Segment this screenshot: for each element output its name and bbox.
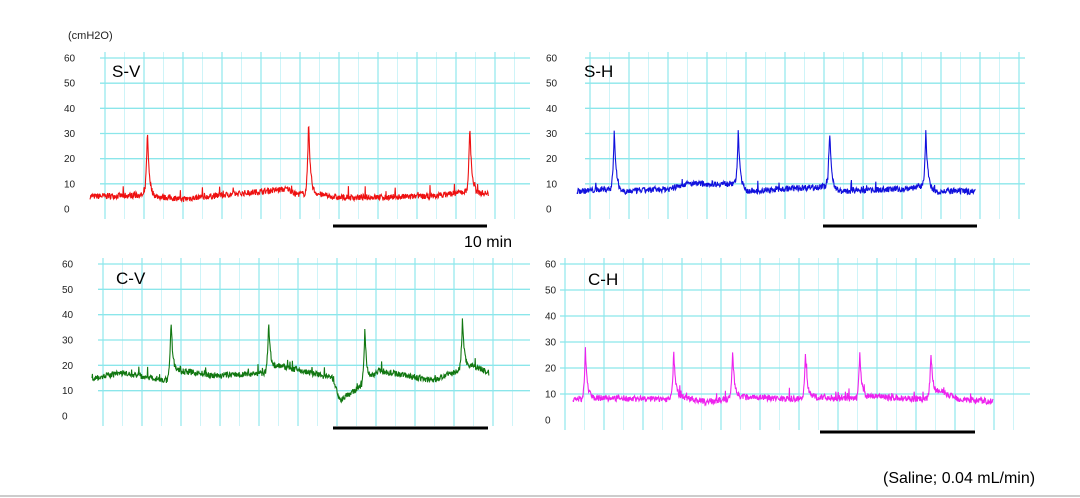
panel-c-h: 0 10 20 30 40 50 60 C-H — [545, 258, 1030, 434]
y-tick-label: 40 — [546, 104, 558, 115]
panel-c-v: 0 10 20 30 40 50 60 C-V — [62, 258, 530, 430]
y-tick-label: 20 — [64, 154, 76, 165]
y-tick-label: 0 — [546, 205, 552, 216]
panel-title: C-H — [588, 270, 618, 289]
panel-title: C-V — [116, 269, 146, 288]
y-tick-label: 20 — [62, 361, 74, 372]
y-tick-label: 50 — [62, 285, 74, 296]
y-tick-label: 30 — [545, 338, 557, 349]
y-tick-label: 60 — [64, 54, 76, 65]
y-tick-label: 30 — [62, 336, 74, 347]
y-tick-label: 0 — [64, 205, 70, 216]
y-tick-label: 50 — [64, 79, 76, 90]
y-tick-label: 30 — [64, 129, 76, 140]
y-tick-label: 20 — [546, 154, 558, 165]
y-tick-label: 10 — [62, 386, 74, 397]
footnote: (Saline; 0.04 mL/min) — [883, 470, 1035, 487]
y-tick-label: 30 — [546, 129, 558, 140]
trace-s-h — [576, 130, 976, 196]
trace-c-h — [572, 347, 994, 407]
y-tick-label: 20 — [545, 364, 557, 375]
panel-s-v: 0 10 20 30 40 50 60 S-V — [64, 52, 530, 228]
panel-s-h: 0 10 20 30 40 50 60 S-H — [546, 52, 1025, 228]
y-tick-label: 60 — [62, 260, 74, 271]
y-tick-label: 40 — [64, 104, 76, 115]
y-tick-label: 0 — [545, 416, 551, 427]
y-tick-label: 60 — [545, 260, 557, 271]
y-tick-label: 0 — [62, 412, 68, 423]
y-tick-label: 40 — [62, 310, 74, 321]
panel-title: S-V — [112, 62, 141, 81]
y-tick-label: 10 — [545, 390, 557, 401]
y-tick-label: 10 — [546, 179, 558, 190]
trace-s-v — [89, 125, 489, 203]
panel-title: S-H — [584, 62, 613, 81]
y-unit-label: (cmH2O) — [68, 30, 113, 42]
y-tick-label: 50 — [545, 286, 557, 297]
y-tick-label: 50 — [546, 79, 558, 90]
y-tick-label: 40 — [545, 312, 557, 323]
trace-c-v — [91, 318, 490, 404]
scale-bar-label: 10 min — [464, 234, 512, 251]
y-tick-label: 10 — [64, 179, 76, 190]
y-tick-label: 60 — [546, 54, 558, 65]
